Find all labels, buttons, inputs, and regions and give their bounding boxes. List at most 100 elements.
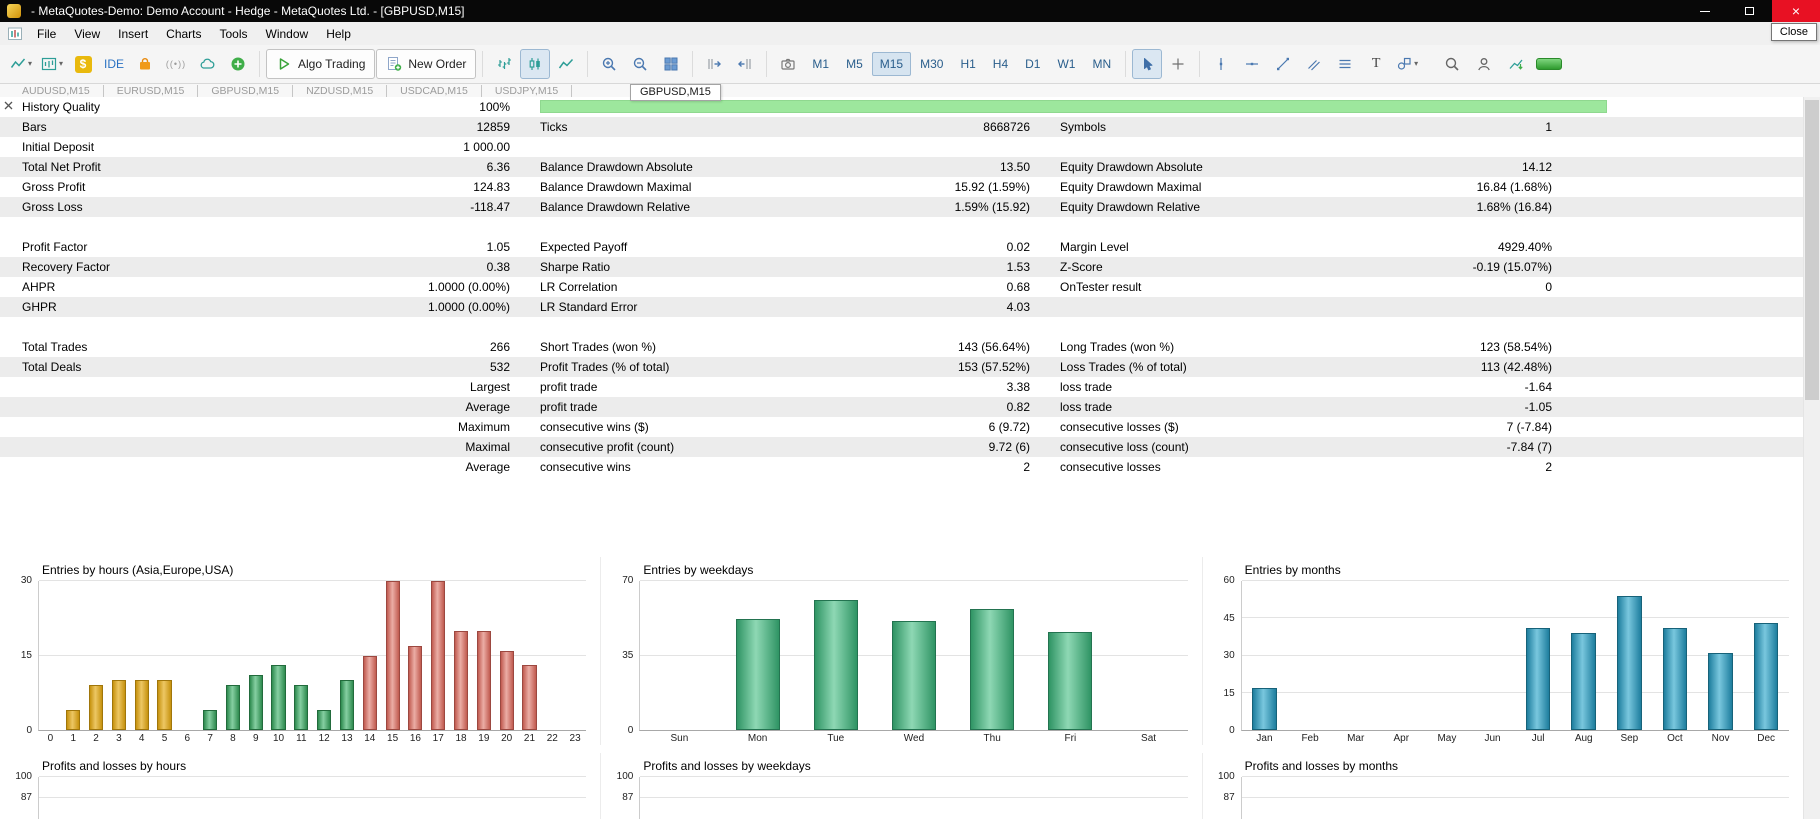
history-quality-progressbar [540,100,1607,113]
bar-slot [199,581,222,730]
close-button[interactable]: × [1772,0,1820,22]
chart-bar [112,680,126,730]
line-chart-icon [10,56,26,72]
scrollbar-thumb[interactable] [1805,100,1819,400]
timeframe-button-m1[interactable]: M1 [804,52,837,76]
timeframe-button-m30[interactable]: M30 [912,52,951,76]
menu-item-file[interactable]: File [28,27,65,41]
zoom-in-button[interactable] [594,49,624,79]
ide-button[interactable]: IDE [99,49,129,79]
report-close-icon[interactable] [4,101,13,110]
stat-label: Symbols [1060,117,1340,137]
chart-tab-audusd[interactable]: AUDUSD,M15 [22,85,104,97]
add-chart-button[interactable] [223,49,253,79]
stat-value: -118.47 [300,197,510,217]
stat-label: loss trade [1060,397,1340,417]
screenshot-button[interactable] [773,49,803,79]
chart-bar [294,685,308,730]
channel-tool-button[interactable] [1299,49,1329,79]
chart-tab-gbpusd[interactable]: GBPUSD,M15 [198,85,293,97]
timeframe-button-d1[interactable]: D1 [1017,52,1048,76]
stat-value: 12859 [300,117,510,137]
candle-chart-mode-icon [527,56,543,72]
minimize-button[interactable] [1682,0,1727,22]
active-chart-tab[interactable]: GBPUSD,M15 [630,84,721,101]
vertical-scrollbar[interactable] [1803,85,1820,819]
account-icon [1476,56,1492,72]
menu-item-window[interactable]: Window [257,27,318,41]
line-chart-mode-button[interactable] [551,49,581,79]
deposit-button[interactable]: $ [68,49,98,79]
table-row: Profit Factor1.05Expected Payoff0.02Marg… [0,237,1803,257]
y-tick-label: 45 [1209,613,1235,625]
chart-bar [408,646,422,730]
bar-slot [1424,581,1470,730]
restore-button[interactable] [1727,0,1772,22]
stat-value: 0 [1340,277,1552,297]
timeframe-button-mn[interactable]: MN [1084,52,1119,76]
new-order-button[interactable]: New Order [376,49,476,79]
menu-item-help[interactable]: Help [317,27,360,41]
cursor-tool-button[interactable] [1132,49,1162,79]
stat-value: 143 (56.64%) [820,337,1030,357]
history-sync-button[interactable] [1501,49,1531,79]
bar-slot [313,581,336,730]
zoom-out-button[interactable] [625,49,655,79]
chart-body: 01530 [6,581,586,731]
close-icon: × [1792,3,1800,19]
bar-chart-mode-icon [496,56,512,72]
timeframe-button-w1[interactable]: W1 [1049,52,1083,76]
vertical-line-tool-button[interactable] [1206,49,1236,79]
candle-chart-mode-button[interactable] [520,49,550,79]
cloud-icon [199,56,215,72]
x-tick-label: Jul [1515,733,1561,745]
timeframe-button-m5[interactable]: M5 [838,52,871,76]
equidistant-lines-tool-button[interactable] [1330,49,1360,79]
chart-tab-nzdusd[interactable]: NZDUSD,M15 [293,85,387,97]
chart-shift-button[interactable] [699,49,729,79]
menu-item-view[interactable]: View [65,27,109,41]
y-tick-label: 100 [1209,771,1235,783]
signals-button[interactable]: ((•)) [161,49,191,79]
main-toolbar: ▾ ▾ $ IDE ((•)) Algo Trading New Order [0,45,1820,84]
chart-type-dropdown[interactable]: ▾ [6,49,36,79]
algo-trading-button[interactable]: Algo Trading [266,49,375,79]
shapes-tool-dropdown[interactable]: ▾ [1392,49,1422,79]
chart-gridline [39,797,586,798]
timeframe-button-h1[interactable]: H1 [952,52,983,76]
bar-chart-mode-button[interactable] [489,49,519,79]
x-tick-label: Tue [797,733,875,745]
menu-item-tools[interactable]: Tools [211,27,257,41]
bar-slot [1242,581,1288,730]
timeframe-button-m15[interactable]: M15 [872,52,911,76]
chart-tab-eurusd[interactable]: EURUSD,M15 [104,85,199,97]
market-button[interactable] [130,49,160,79]
menu-item-insert[interactable]: Insert [109,27,157,41]
menu-item-charts[interactable]: Charts [157,27,210,41]
report-rows: Bars12859Ticks8668726Symbols1Initial Dep… [0,117,1820,477]
chart-tab-usdcad[interactable]: USDCAD,M15 [387,85,482,97]
connection-status-icon [1536,58,1562,70]
chart-tab-usdjpy[interactable]: USDJPY,M15 [482,85,572,97]
auto-scroll-button[interactable] [730,49,760,79]
cursor-icon [1139,56,1155,72]
crosshair-tool-button[interactable] [1163,49,1193,79]
search-button[interactable] [1437,49,1467,79]
stat-label [0,437,300,457]
table-row: Averageconsecutive wins2consecutive loss… [0,457,1803,477]
account-button[interactable] [1469,49,1499,79]
x-tick-label: 12 [313,733,336,745]
table-row: Gross Profit124.83Balance Drawdown Maxim… [0,177,1803,197]
trendline-tool-button[interactable] [1268,49,1298,79]
timeframe-button-h4[interactable]: H4 [985,52,1016,76]
horizontal-line-tool-button[interactable] [1237,49,1267,79]
text-tool-button[interactable]: T [1361,49,1391,79]
stat-value [1340,137,1552,157]
bar-slot [290,581,313,730]
tile-windows-button[interactable] [656,49,686,79]
chart-window-dropdown[interactable]: ▾ [37,49,67,79]
history-quality-progress-fill [541,101,1606,112]
stat-value [300,317,510,337]
chart-plot [1241,581,1789,731]
cloud-button[interactable] [192,49,222,79]
